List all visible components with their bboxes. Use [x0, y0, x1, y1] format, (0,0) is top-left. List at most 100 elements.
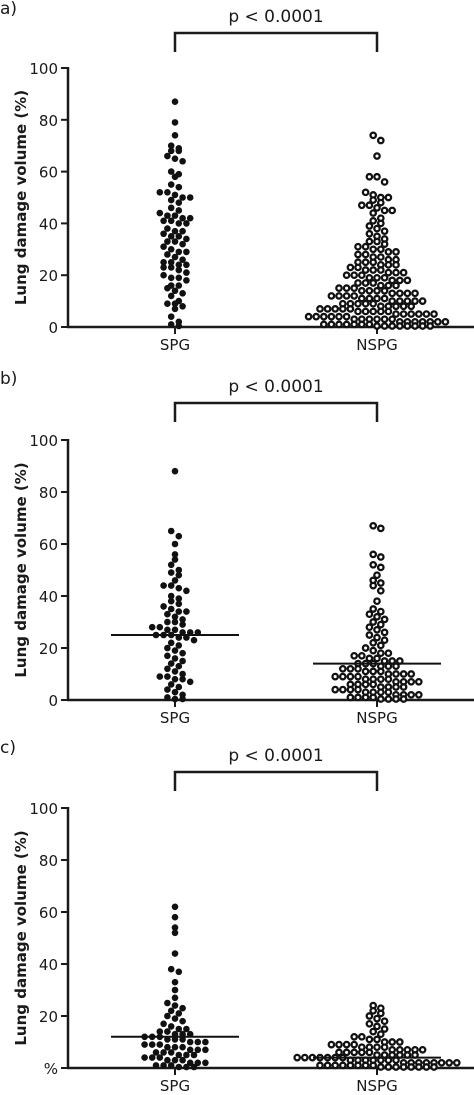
- data-point: [376, 586, 385, 595]
- data-point: [354, 299, 362, 308]
- data-point: [323, 305, 332, 313]
- data-point: [164, 152, 171, 160]
- chart-panel: a) p < 0.0001 0 20 40 60 80 100 Lung damage volu…: [0, 0, 474, 354]
- data-point: [384, 695, 393, 703]
- data-point: [171, 227, 179, 235]
- data-point: [365, 172, 374, 181]
- data-point: [395, 297, 404, 305]
- data-point: [175, 608, 183, 615]
- data-point: [373, 1014, 381, 1023]
- data-point: [346, 672, 355, 681]
- data-point: [365, 273, 374, 282]
- data-point: [354, 250, 362, 259]
- data-point: [148, 1054, 156, 1061]
- data-point: [373, 294, 381, 303]
- data-point: [171, 688, 179, 696]
- data-point: [380, 178, 389, 186]
- data-point: [422, 310, 431, 318]
- data-point: [164, 999, 171, 1007]
- data-point: [350, 320, 359, 329]
- data-point: [179, 1056, 186, 1064]
- data-point: [346, 693, 355, 702]
- x-tick-label: NSPG: [356, 336, 397, 354]
- data-point: [365, 1012, 374, 1020]
- data-point: [395, 322, 404, 330]
- data-point: [175, 147, 183, 155]
- data-point: [171, 132, 179, 139]
- data-point: [164, 300, 171, 307]
- data-point: [167, 264, 175, 271]
- data-point: [380, 227, 389, 236]
- data-point: [430, 1063, 438, 1071]
- data-point: [186, 214, 194, 222]
- data-point: [202, 1038, 209, 1046]
- data-point: [160, 264, 167, 271]
- data-point: [418, 322, 427, 330]
- significance-bracket: [173, 770, 379, 791]
- data-point: [354, 1061, 362, 1070]
- data-point: [369, 605, 378, 613]
- data-point: [365, 1048, 374, 1057]
- data-point: [179, 256, 186, 263]
- data-point: [164, 1028, 171, 1035]
- data-point: [316, 1061, 324, 1070]
- data-point: [167, 1062, 175, 1069]
- data-point: [331, 685, 340, 694]
- data-point: [171, 655, 179, 662]
- data-point: [167, 258, 175, 266]
- data-point: [342, 320, 351, 329]
- data-point: [392, 302, 400, 311]
- data-point: [175, 532, 183, 540]
- data-point: [186, 1059, 194, 1067]
- data-point: [376, 1063, 385, 1071]
- data-point: [171, 238, 179, 245]
- data-point: [388, 315, 397, 324]
- data-point: [365, 1035, 374, 1044]
- p-value-label: p < 0.0001: [228, 7, 323, 27]
- data-point: [369, 258, 378, 267]
- data-point: [164, 238, 171, 245]
- data-point: [369, 299, 378, 308]
- data-point: [179, 1017, 186, 1025]
- data-point: [312, 312, 321, 321]
- data-point: [338, 664, 347, 673]
- data-point: [376, 307, 385, 316]
- data-point: [392, 683, 400, 691]
- data-point: [365, 237, 374, 246]
- data-point: [327, 1040, 336, 1049]
- data-point: [350, 271, 359, 280]
- data-point: [361, 307, 370, 316]
- data-point: [175, 1010, 183, 1017]
- p-value-label: p < 0.0001: [228, 746, 323, 766]
- data-point: [160, 582, 167, 589]
- data-point: [167, 1007, 175, 1015]
- data-point: [164, 644, 171, 652]
- data-point: [376, 253, 385, 261]
- data-point: [338, 672, 347, 681]
- data-point: [380, 315, 389, 324]
- data-point: [384, 193, 393, 202]
- data-point: [384, 281, 393, 290]
- data-point: [380, 206, 389, 215]
- data-point: [380, 636, 389, 645]
- data-point: [171, 467, 179, 475]
- data-point: [167, 569, 175, 576]
- data-point: [164, 251, 171, 258]
- data-point: [179, 1004, 186, 1012]
- data-point: [376, 1030, 385, 1039]
- data-point: [373, 597, 381, 606]
- data-point: [357, 320, 366, 329]
- data-point: [148, 623, 156, 631]
- data-point: [160, 1062, 167, 1069]
- data-point: [342, 1048, 351, 1057]
- data-point: [369, 266, 378, 274]
- data-point: [369, 693, 378, 702]
- data-point: [175, 183, 183, 191]
- data-point: [171, 668, 179, 675]
- data-point: [293, 1053, 302, 1062]
- data-point: [175, 274, 183, 282]
- data-point: [179, 657, 186, 665]
- data-point: [373, 286, 381, 295]
- data-point: [179, 649, 186, 657]
- data-point: [399, 310, 408, 318]
